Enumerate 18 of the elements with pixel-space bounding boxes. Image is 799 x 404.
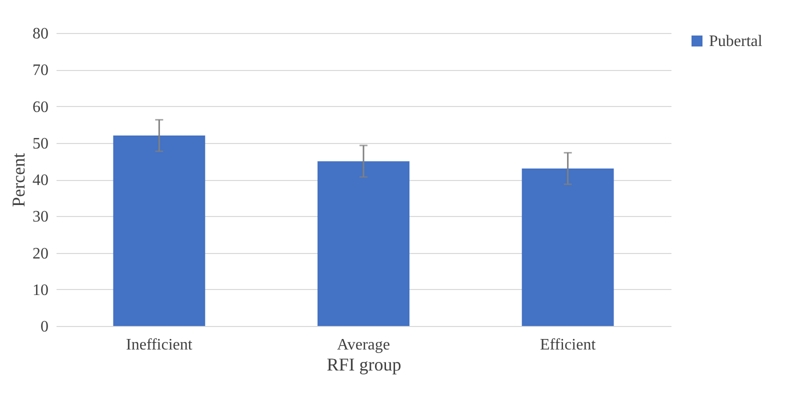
x-tick-label: Efficient	[540, 336, 596, 354]
x-axis-title: RFI group	[326, 354, 402, 374]
y-axis-title: Percent	[8, 153, 28, 207]
y-tick-label: 50	[32, 135, 48, 152]
y-tick-label: 10	[32, 282, 48, 299]
bar	[522, 168, 614, 326]
legend-label: Pubertal	[709, 33, 763, 50]
bar	[318, 161, 410, 326]
y-tick-label: 70	[32, 62, 48, 80]
y-tick-label: 20	[32, 245, 48, 262]
y-tick-label: 0	[40, 318, 48, 336]
x-tick-label: Average	[337, 336, 390, 354]
y-tick-label: 80	[32, 26, 48, 42]
x-tick-label: Inefficient	[126, 336, 193, 354]
y-tick-label: 30	[32, 208, 48, 226]
y-tick-label: 60	[32, 98, 48, 116]
y-tick-label: 40	[32, 172, 48, 189]
bar	[113, 136, 206, 326]
